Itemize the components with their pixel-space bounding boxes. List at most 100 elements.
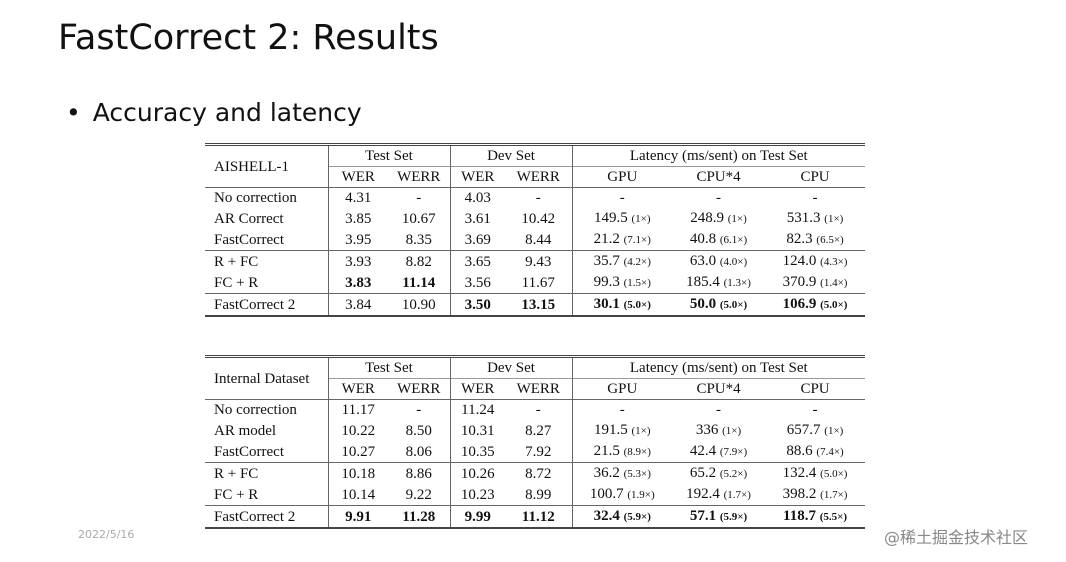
- table: AISHELL-1 Test Set Dev Set Latency (ms/sent…: [205, 143, 866, 317]
- table-head: Internal Dataset Test Set Dev Set Latency (…: [205, 356, 866, 400]
- cell-value: 88.6: [786, 443, 813, 459]
- cell-value: 192.4: [686, 486, 720, 502]
- table-row: FC + R 3.83 11.14 3.56 11.67 99.3 (1.5×) 185.4…: [205, 272, 865, 294]
- cell: 3.65: [449, 250, 506, 272]
- table-head: AISHELL-1 Test Set Dev Set Latency (ms/sent…: [205, 144, 866, 188]
- cell-value: 336: [695, 422, 719, 438]
- cell: 50.0 (5.0×): [672, 294, 765, 317]
- cell: 191.5 (1×): [571, 420, 673, 441]
- cell-value: 124.0: [782, 253, 817, 269]
- cell: -: [812, 402, 818, 418]
- cell: 57.1 (5.9×): [672, 506, 765, 529]
- cell-value: 50.0: [689, 296, 717, 312]
- cell: -: [535, 190, 541, 206]
- cell: 149.5 (1×): [571, 208, 673, 229]
- slide-title: FastCorrect 2: Results: [58, 18, 439, 58]
- row-name: FC + R: [214, 486, 259, 503]
- cell: 10.31: [449, 420, 506, 441]
- cell: 8.06: [405, 443, 432, 460]
- cell: -: [535, 402, 541, 418]
- speedup: (1.9×): [627, 489, 655, 501]
- cell: 336 (1×): [672, 420, 765, 441]
- cell: 8.50: [405, 422, 432, 439]
- speedup: (8.9×): [623, 446, 651, 458]
- cell: 3.69: [449, 229, 506, 251]
- cell: 35.7 (4.2×): [571, 250, 673, 272]
- cell: 3.61: [449, 208, 506, 229]
- cell: 10.26: [449, 462, 506, 484]
- row-group: FastCorrect 2 3.84 10.90 3.50 13.15 30.1 (5.0…: [205, 293, 866, 317]
- cell-value: 106.9: [782, 296, 817, 312]
- cell-value: 30.1: [593, 296, 620, 312]
- speedup: (5.3×): [623, 468, 651, 480]
- cell-value: 100.7: [589, 486, 624, 502]
- cell: 9.43: [525, 253, 552, 270]
- cell: 82.3 (6.5×): [765, 229, 865, 251]
- cell: 3.56: [449, 272, 506, 294]
- cell: 11.12: [505, 506, 572, 529]
- row-group: FastCorrect 2 9.91 11.28 9.99 11.12 32.4 (5.9…: [205, 505, 866, 529]
- cell: 3.83: [327, 272, 388, 294]
- cell: 10.22: [327, 420, 388, 441]
- cell-value: 99.3: [593, 274, 620, 290]
- row-name: No correction: [214, 402, 297, 418]
- table-row: R + FC 3.93 8.82 3.65 9.43 35.7 (4.2×) 63.0 (4…: [205, 250, 865, 273]
- sub-header: WERR: [505, 378, 573, 400]
- cell: 8.99: [525, 486, 552, 503]
- group-header: Dev Set: [449, 144, 573, 167]
- cell: -: [716, 190, 722, 206]
- sub-header: WERR: [505, 166, 573, 188]
- cell: 11.67: [521, 274, 555, 291]
- cell: 11.17: [327, 399, 388, 420]
- cell: 88.6 (7.4×): [765, 441, 865, 463]
- cell: 11.14: [388, 272, 450, 294]
- cell: 3.84: [327, 293, 388, 316]
- cell: 118.7 (5.5×): [765, 506, 865, 529]
- cell-value: 248.9: [690, 210, 725, 226]
- cell: 10.14: [327, 484, 388, 506]
- cell: 36.2 (5.3×): [571, 462, 673, 484]
- cell-value: 35.7: [593, 253, 620, 269]
- cell-value: 9.99: [464, 508, 491, 525]
- speedup: (5.2×): [719, 468, 748, 480]
- row-name: AR model: [214, 422, 277, 439]
- speedup: (1×): [631, 425, 651, 437]
- speedup: (1×): [824, 425, 844, 437]
- cell-value: 21.2: [593, 231, 620, 247]
- cell: 8.82: [405, 253, 432, 270]
- table-row: R + FC 10.18 8.86 10.26 8.72 36.2 (5.3×) 65.2 …: [205, 462, 865, 484]
- cell: -: [416, 190, 422, 206]
- sub-header: WER: [327, 166, 388, 188]
- row-group: No correction 4.31 - 4.03 - - - - AR Correct 3.85…: [205, 187, 866, 251]
- speedup: (1×): [727, 213, 747, 225]
- cell: 8.27: [525, 422, 552, 439]
- cell: 10.35: [449, 441, 506, 463]
- cell-value: 11.14: [402, 274, 436, 291]
- row-group: R + FC 10.18 8.86 10.26 8.72 36.2 (5.3×) 65.2 …: [205, 462, 866, 506]
- cell: 8.44: [525, 231, 552, 248]
- cell: 4.31: [327, 187, 388, 208]
- bullet-dot: •: [66, 98, 81, 127]
- speedup: (4.0×): [719, 256, 748, 268]
- cell: 9.91: [327, 505, 388, 528]
- sub-header: CPU*4: [672, 378, 766, 400]
- table: Internal Dataset Test Set Dev Set Latency (…: [205, 355, 866, 529]
- sub-header: GPU: [571, 378, 673, 400]
- group-header: Latency (ms/sent) on Test Set: [571, 356, 866, 379]
- cell: 7.92: [525, 443, 552, 460]
- speedup: (5.0×): [719, 299, 748, 311]
- corner-header: Internal Dataset: [214, 370, 310, 387]
- speedup: (6.1×): [719, 234, 748, 246]
- speedup: (5.0×): [623, 299, 651, 311]
- cell: 63.0 (4.0×): [672, 251, 765, 273]
- speedup: (5.9×): [719, 511, 748, 523]
- row-group: R + FC 3.93 8.82 3.65 9.43 35.7 (4.2×) 63.0 (4…: [205, 250, 866, 294]
- cell: -: [716, 402, 722, 418]
- group-header: Dev Set: [449, 356, 573, 379]
- row-name: FastCorrect 2: [214, 508, 296, 525]
- cell-value: 657.7: [786, 422, 821, 438]
- sub-header: WERR: [388, 166, 451, 188]
- cell: 531.3 (1×): [765, 208, 865, 229]
- cell: 10.42: [521, 210, 556, 227]
